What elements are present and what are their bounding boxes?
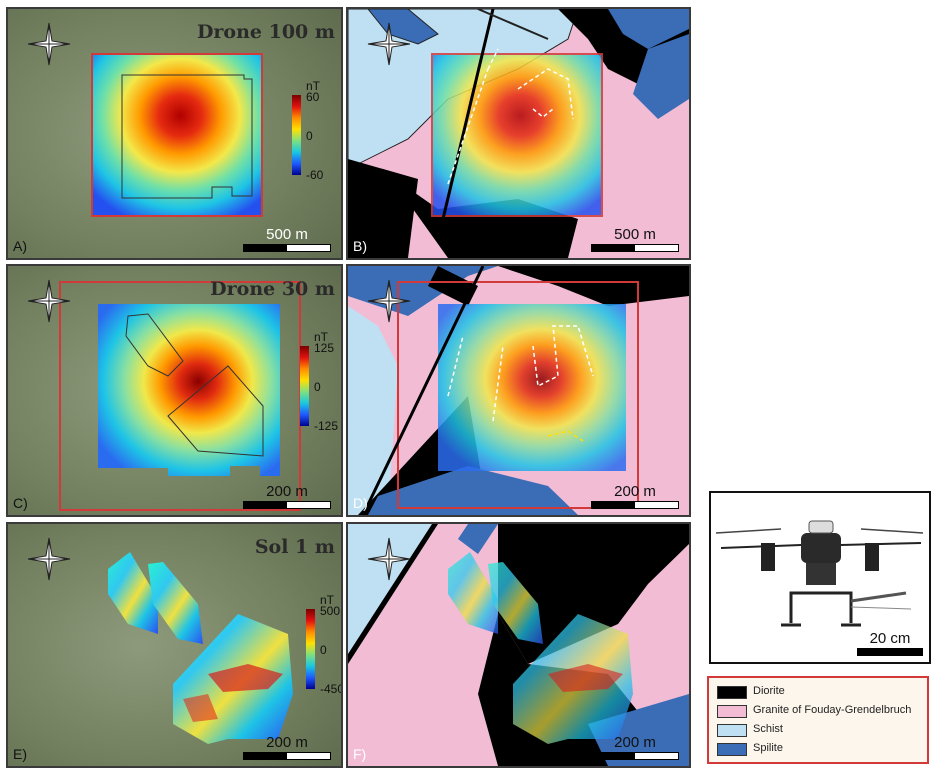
colorbar-unit: nT <box>306 79 321 93</box>
panel-b-geology-100m: B) 500 m <box>346 7 691 260</box>
scale-bar: 500 m <box>589 226 681 254</box>
scale-bar-label: 200 m <box>266 483 308 500</box>
panel-a-map <box>8 9 341 258</box>
panel-b-map <box>348 9 689 258</box>
north-arrow-icon <box>366 536 412 582</box>
panel-label: C) <box>13 495 28 511</box>
panel-c-drone-30m: Drone 30 m nT 125 0 -125 C) 200 m <box>6 264 343 517</box>
geology-legend: Diorite Granite of Fouday-Grendelbruch S… <box>707 676 929 764</box>
magnetic-map-e-north <box>108 552 158 634</box>
panel-c-map <box>8 266 341 515</box>
scale-bar-graphic <box>243 244 331 252</box>
panel-label: A) <box>13 238 27 254</box>
colorbar-min: -450 <box>320 682 343 696</box>
panel-f-geology-1m: F) 200 m <box>346 522 691 768</box>
colorbar-e: nT 500 0 -450 <box>306 593 343 699</box>
panel-f-map <box>348 524 689 766</box>
scale-bar-label: 200 m <box>614 483 656 500</box>
panel-label: E) <box>13 746 27 762</box>
panel-label: F) <box>353 746 367 762</box>
scale-bar: 200 m <box>589 734 681 762</box>
scale-bar: 200 m <box>589 483 681 511</box>
north-arrow-icon <box>26 21 72 67</box>
colorbar-unit: nT <box>320 593 335 607</box>
panel-label: D) <box>353 495 368 511</box>
drone-scale-bar: 20 cm <box>855 630 925 658</box>
colorbar-mid: 0 <box>320 643 327 657</box>
scale-bar-label: 200 m <box>614 734 656 751</box>
north-arrow-icon <box>26 278 72 324</box>
panel-a-drone-100m: Drone 100 m nT 60 0 -60 A) 500 m <box>6 7 343 260</box>
colorbar-a: nT 60 0 -60 <box>292 79 341 185</box>
legend-swatch <box>717 705 747 718</box>
scale-bar-graphic <box>243 752 331 760</box>
legend-swatch <box>717 743 747 756</box>
colorbar-gradient <box>306 609 315 689</box>
drone-photo: 20 cm <box>709 491 931 664</box>
colorbar-min: -125 <box>314 419 339 433</box>
survey-area-d <box>397 281 639 509</box>
north-arrow-icon <box>366 278 412 324</box>
legend-label: Granite of Fouday-Grendelbruch <box>753 704 912 716</box>
scale-bar-graphic <box>243 501 331 509</box>
colorbar-max: 60 <box>306 90 320 104</box>
scale-bar: 200 m <box>241 734 333 762</box>
panel-d-map <box>348 266 689 515</box>
colorbar-gradient <box>292 95 301 175</box>
panel-title: Drone 100 m <box>196 21 335 43</box>
legend-swatch <box>717 724 747 737</box>
scale-bar: 500 m <box>241 226 333 254</box>
colorbar-mid: 0 <box>314 380 321 394</box>
colorbar-max: 125 <box>314 341 335 355</box>
scale-bar-graphic <box>591 501 679 509</box>
panel-e-ground-1m: Sol 1 m nT 500 0 -450 E) 200 m <box>6 522 343 768</box>
survey-area-b <box>431 53 603 217</box>
drone-icon <box>715 520 924 627</box>
scale-bar-graphic <box>591 752 679 760</box>
survey-area-a <box>91 53 263 217</box>
north-arrow-icon <box>26 536 72 582</box>
scale-bar-label: 200 m <box>266 734 308 751</box>
scale-bar-label: 500 m <box>266 226 308 243</box>
colorbar-unit: nT <box>314 330 329 344</box>
panel-title: Drone 30 m <box>210 278 335 300</box>
panel-label: B) <box>353 238 367 254</box>
north-arrow-icon <box>366 21 412 67</box>
scale-bar-label: 500 m <box>614 226 656 243</box>
magnetic-map-e-middle <box>148 562 203 644</box>
panel-d-geology-30m: D) 200 m <box>346 264 691 517</box>
magnetic-map-d <box>438 304 626 471</box>
legend-label: Schist <box>753 723 783 735</box>
ground-survey-outline-a <box>121 74 253 199</box>
legend-label: Diorite <box>753 685 785 697</box>
colorbar-mid: 0 <box>306 129 313 143</box>
legend-label: Spilite <box>753 742 783 754</box>
colorbar-c: nT 125 0 -125 <box>300 330 341 436</box>
panel-e-map <box>8 524 341 766</box>
drone-scale-label: 20 cm <box>869 630 911 647</box>
colorbar-max: 500 <box>320 604 341 618</box>
colorbar-gradient <box>300 346 309 426</box>
legend-swatch <box>717 686 747 699</box>
panel-title: Sol 1 m <box>254 536 335 558</box>
colorbar-min: -60 <box>306 168 324 182</box>
magnetic-map-c <box>98 304 280 476</box>
drone-scale-graphic <box>857 648 923 656</box>
scale-bar: 200 m <box>241 483 333 511</box>
scale-bar-graphic <box>591 244 679 252</box>
